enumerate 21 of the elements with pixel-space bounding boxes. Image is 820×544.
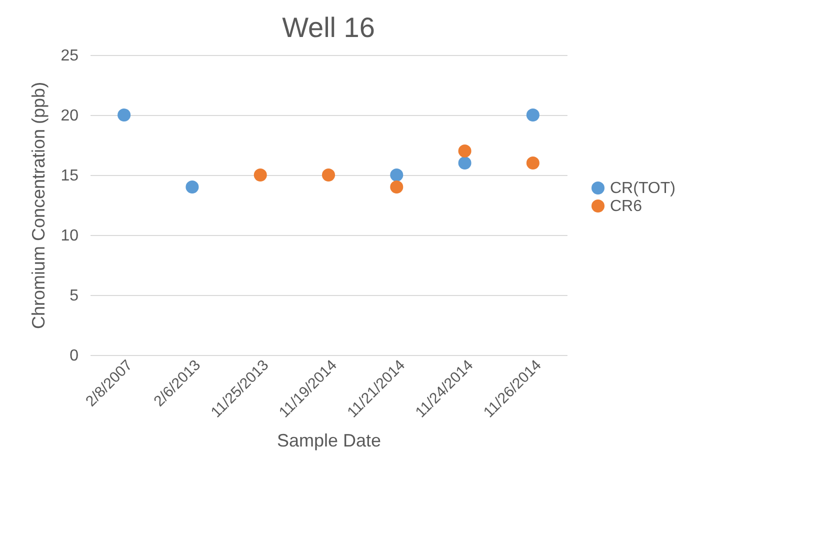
legend-label: CR(TOT) <box>610 180 676 197</box>
y-tick-label: 15 <box>60 168 79 184</box>
legend-label: CR6 <box>610 198 642 215</box>
point <box>254 168 267 182</box>
point <box>390 168 404 182</box>
point <box>526 108 540 122</box>
y-tick-label: 10 <box>60 228 79 244</box>
point <box>186 180 199 194</box>
y-tick-label: 25 <box>60 48 79 64</box>
point <box>390 180 404 194</box>
x-axis-title: Sample Date <box>276 430 382 450</box>
point <box>322 168 336 182</box>
point <box>458 144 472 158</box>
y-tick-label: 5 <box>70 288 79 304</box>
point <box>526 156 540 170</box>
chart-title: Well 16 <box>282 12 375 43</box>
point <box>458 156 472 170</box>
y-tick-label: 0 <box>70 348 79 364</box>
y-tick-label: 20 <box>60 108 79 124</box>
point <box>118 108 131 122</box>
y-axis-title: Chromium Concentration (ppb) <box>28 82 49 330</box>
